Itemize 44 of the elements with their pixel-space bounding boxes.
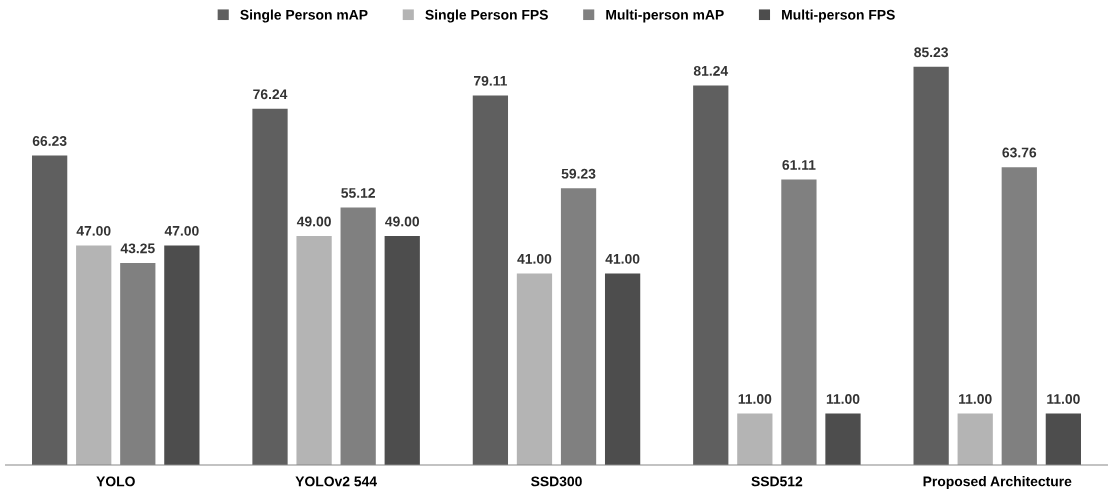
data-label: 47.00 xyxy=(76,225,111,236)
data-label: 41.00 xyxy=(605,253,640,264)
data-label: 49.00 xyxy=(385,216,420,227)
legend-label: Multi-person FPS xyxy=(782,9,895,23)
data-label: 11.00 xyxy=(738,394,772,404)
legend-label: Single Person FPS xyxy=(425,9,548,23)
bar xyxy=(604,273,641,465)
bar xyxy=(516,273,553,465)
legend-label: Multi-person mAP xyxy=(606,9,724,23)
data-label: 47.00 xyxy=(164,225,199,236)
bar xyxy=(296,236,332,465)
bar xyxy=(384,236,420,465)
data-label: 43.25 xyxy=(120,243,155,254)
bar xyxy=(957,413,993,465)
bar xyxy=(737,413,773,465)
x-tick-label: Proposed Architecture xyxy=(923,476,1072,490)
data-label: 61.11 xyxy=(782,160,816,170)
legend-label: Single Person mAP xyxy=(240,9,368,23)
bar xyxy=(32,155,68,465)
bar xyxy=(252,108,288,465)
bar xyxy=(693,85,729,465)
bar xyxy=(164,245,200,465)
x-tick-label: SSD300 xyxy=(531,476,582,487)
data-label: 49.00 xyxy=(296,216,331,227)
bar xyxy=(825,413,861,465)
bar xyxy=(913,66,949,465)
data-label: 55.12 xyxy=(341,187,375,198)
data-label: 11.00 xyxy=(959,394,992,404)
x-tick-label: YOLO xyxy=(96,476,135,487)
data-label: 81.24 xyxy=(693,65,729,76)
bar xyxy=(472,95,509,465)
x-tick-label: SSD512 xyxy=(751,476,803,487)
data-label: 79.11 xyxy=(473,75,507,86)
bar xyxy=(76,245,112,465)
data-label: 63.76 xyxy=(1002,147,1037,158)
data-label: 76.24 xyxy=(253,89,288,100)
data-label: 41.00 xyxy=(517,253,552,264)
data-label: 11.00 xyxy=(1047,394,1080,404)
data-label: 66.23 xyxy=(32,136,67,146)
data-label: 11.00 xyxy=(826,394,860,404)
x-tick-label: YOLOv2 544 xyxy=(295,476,377,487)
bar xyxy=(1045,413,1081,465)
data-label: 85.23 xyxy=(914,47,949,58)
data-label: 59.23 xyxy=(561,168,596,179)
